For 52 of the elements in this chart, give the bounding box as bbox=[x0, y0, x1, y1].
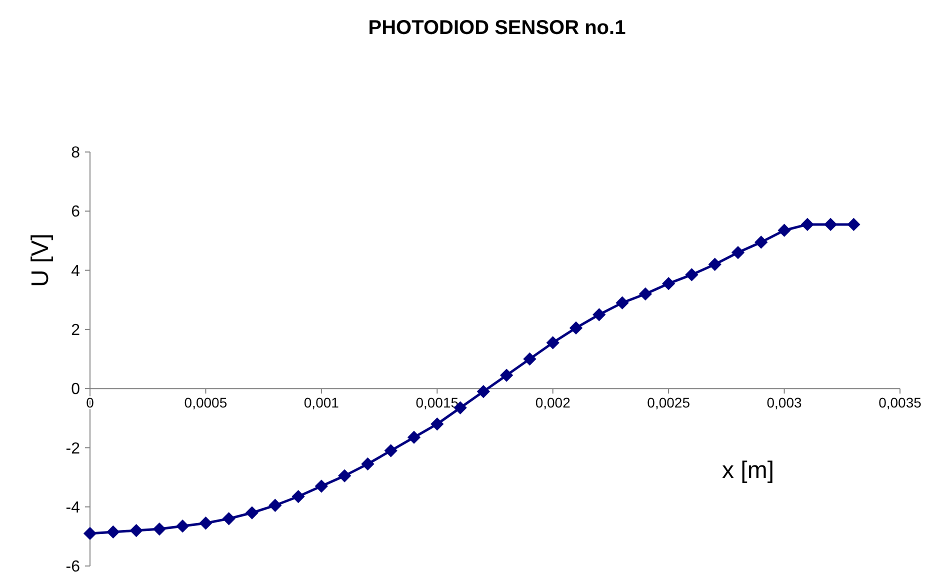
point bbox=[500, 368, 514, 382]
point bbox=[731, 246, 745, 260]
x-tick-label: 0,0025 bbox=[647, 394, 690, 411]
y-tick-label: 8 bbox=[71, 144, 80, 162]
point bbox=[222, 512, 236, 526]
point bbox=[685, 268, 698, 282]
point bbox=[314, 480, 328, 493]
x-tick-label: 0,0035 bbox=[878, 394, 922, 411]
point bbox=[616, 296, 629, 310]
point bbox=[546, 336, 560, 350]
point bbox=[83, 526, 97, 540]
x-tick-label: 0,0015 bbox=[416, 394, 459, 411]
point bbox=[523, 352, 536, 366]
point bbox=[430, 417, 444, 431]
point bbox=[338, 469, 352, 482]
point bbox=[708, 258, 722, 271]
point bbox=[638, 287, 652, 301]
y-tick-label: -6 bbox=[66, 558, 80, 576]
point bbox=[245, 506, 259, 520]
y-tick-label: -2 bbox=[66, 440, 80, 458]
x-tick-label: 0 bbox=[86, 394, 94, 411]
chart-title: PHOTODIOD SENSOR no.1 bbox=[368, 17, 626, 39]
point bbox=[824, 218, 838, 232]
point bbox=[384, 444, 398, 458]
point bbox=[152, 522, 166, 536]
y-tick-label: 2 bbox=[71, 322, 80, 340]
point bbox=[176, 520, 190, 533]
y-tick-label: 6 bbox=[71, 204, 80, 221]
point bbox=[130, 524, 143, 538]
x-tick-label: 0,001 bbox=[304, 394, 340, 411]
point bbox=[476, 384, 490, 398]
x-axis-title: x [m] bbox=[722, 457, 774, 484]
y-tick-label: -4 bbox=[66, 499, 80, 516]
point bbox=[407, 430, 421, 444]
point bbox=[569, 321, 583, 335]
y-axis-title: U [V] bbox=[27, 234, 54, 287]
point bbox=[800, 218, 814, 232]
point bbox=[199, 516, 212, 530]
point bbox=[662, 277, 676, 290]
point bbox=[754, 236, 768, 249]
point bbox=[592, 308, 606, 322]
point bbox=[292, 490, 305, 504]
x-tick-label: 0,003 bbox=[766, 394, 802, 411]
y-tick-label: 0 bbox=[71, 381, 80, 398]
y-tick-label: 4 bbox=[71, 262, 80, 280]
point bbox=[106, 525, 120, 539]
point bbox=[268, 498, 282, 512]
point bbox=[778, 224, 791, 237]
x-tick-label: 0,002 bbox=[535, 394, 571, 411]
point bbox=[361, 457, 374, 471]
x-tick-label: 0,0005 bbox=[184, 394, 228, 411]
point bbox=[847, 218, 860, 232]
